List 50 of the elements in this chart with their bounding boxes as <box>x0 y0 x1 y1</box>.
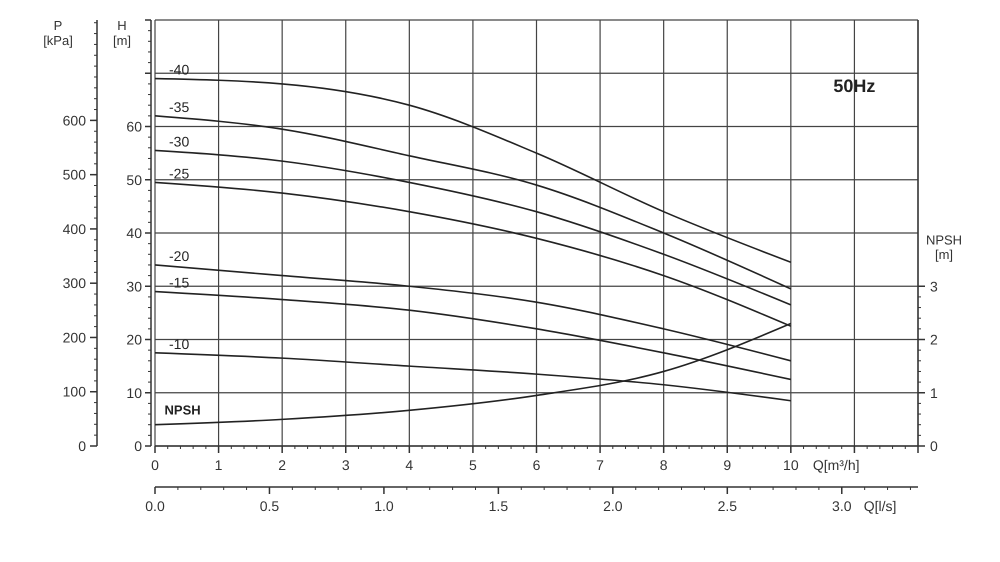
y2-tick-label: 300 <box>62 275 86 292</box>
y-tick-label: 30 <box>126 278 142 294</box>
x2-tick-label: 2.0 <box>603 498 623 514</box>
x-tick-label: 0 <box>151 457 160 473</box>
series-label: -10 <box>169 336 190 352</box>
x-tick-label: 6 <box>532 457 541 473</box>
x-tick-label: 5 <box>469 457 478 473</box>
y2-axis-title: P [kPa] <box>43 18 73 48</box>
x2-tick-label: 0.0 <box>145 498 165 514</box>
x-tick-label: 1 <box>214 457 223 473</box>
y2-tick-label: 500 <box>62 166 86 183</box>
x2-tick-label: 1.0 <box>374 498 394 514</box>
x-tick-label: 9 <box>723 457 732 473</box>
series-label: -25 <box>169 165 190 182</box>
x2-tick-label: 2.5 <box>718 498 738 514</box>
x-tick-label: 4 <box>405 457 414 473</box>
y-tick-label: 10 <box>126 384 142 401</box>
x-tick-label: 8 <box>660 457 668 473</box>
x-axis-title: Q[m³/h] <box>812 457 860 473</box>
line-series <box>154 78 792 264</box>
x-tick-label: 7 <box>596 457 604 473</box>
y3-tick-label: 1 <box>930 384 938 401</box>
y2-tick-label: 100 <box>62 384 86 400</box>
y-tick-label: 60 <box>126 118 142 134</box>
x2-tick-label: 0.5 <box>260 498 280 514</box>
series-label: -35 <box>169 98 190 115</box>
y3-tick-label: 2 <box>930 332 938 348</box>
y2-tick-label: 0 <box>78 438 86 454</box>
y-tick-label: 40 <box>126 225 142 241</box>
y3-tick-label: 0 <box>930 438 938 454</box>
y2-tick-label: 400 <box>62 220 86 237</box>
y-tick-label: 50 <box>126 172 142 188</box>
y2-tick-label: 200 <box>62 329 86 346</box>
x-tick-label: 10 <box>783 457 799 473</box>
series-label: NPSH <box>164 402 201 418</box>
y-tick-label: 20 <box>126 332 142 348</box>
x2-tick-label: 1.5 <box>488 498 508 514</box>
y-axis-title: H [m] <box>112 18 132 48</box>
series-label: -20 <box>169 248 190 264</box>
x-tick-label: 2 <box>278 457 286 473</box>
y2-tick-label: 600 <box>62 112 86 128</box>
line-series <box>154 150 792 306</box>
line-series <box>154 115 792 290</box>
y3-axis-title: NPSH [m] <box>926 232 962 262</box>
x-tick-label: 3 <box>342 457 350 473</box>
y3-tick-label: 3 <box>930 278 938 294</box>
x2-tick-label: 3.0 <box>832 498 852 514</box>
y-tick-label: 0 <box>134 438 142 454</box>
series-label: -30 <box>169 133 190 150</box>
x2-axis-title: Q[l/s] <box>864 498 896 514</box>
